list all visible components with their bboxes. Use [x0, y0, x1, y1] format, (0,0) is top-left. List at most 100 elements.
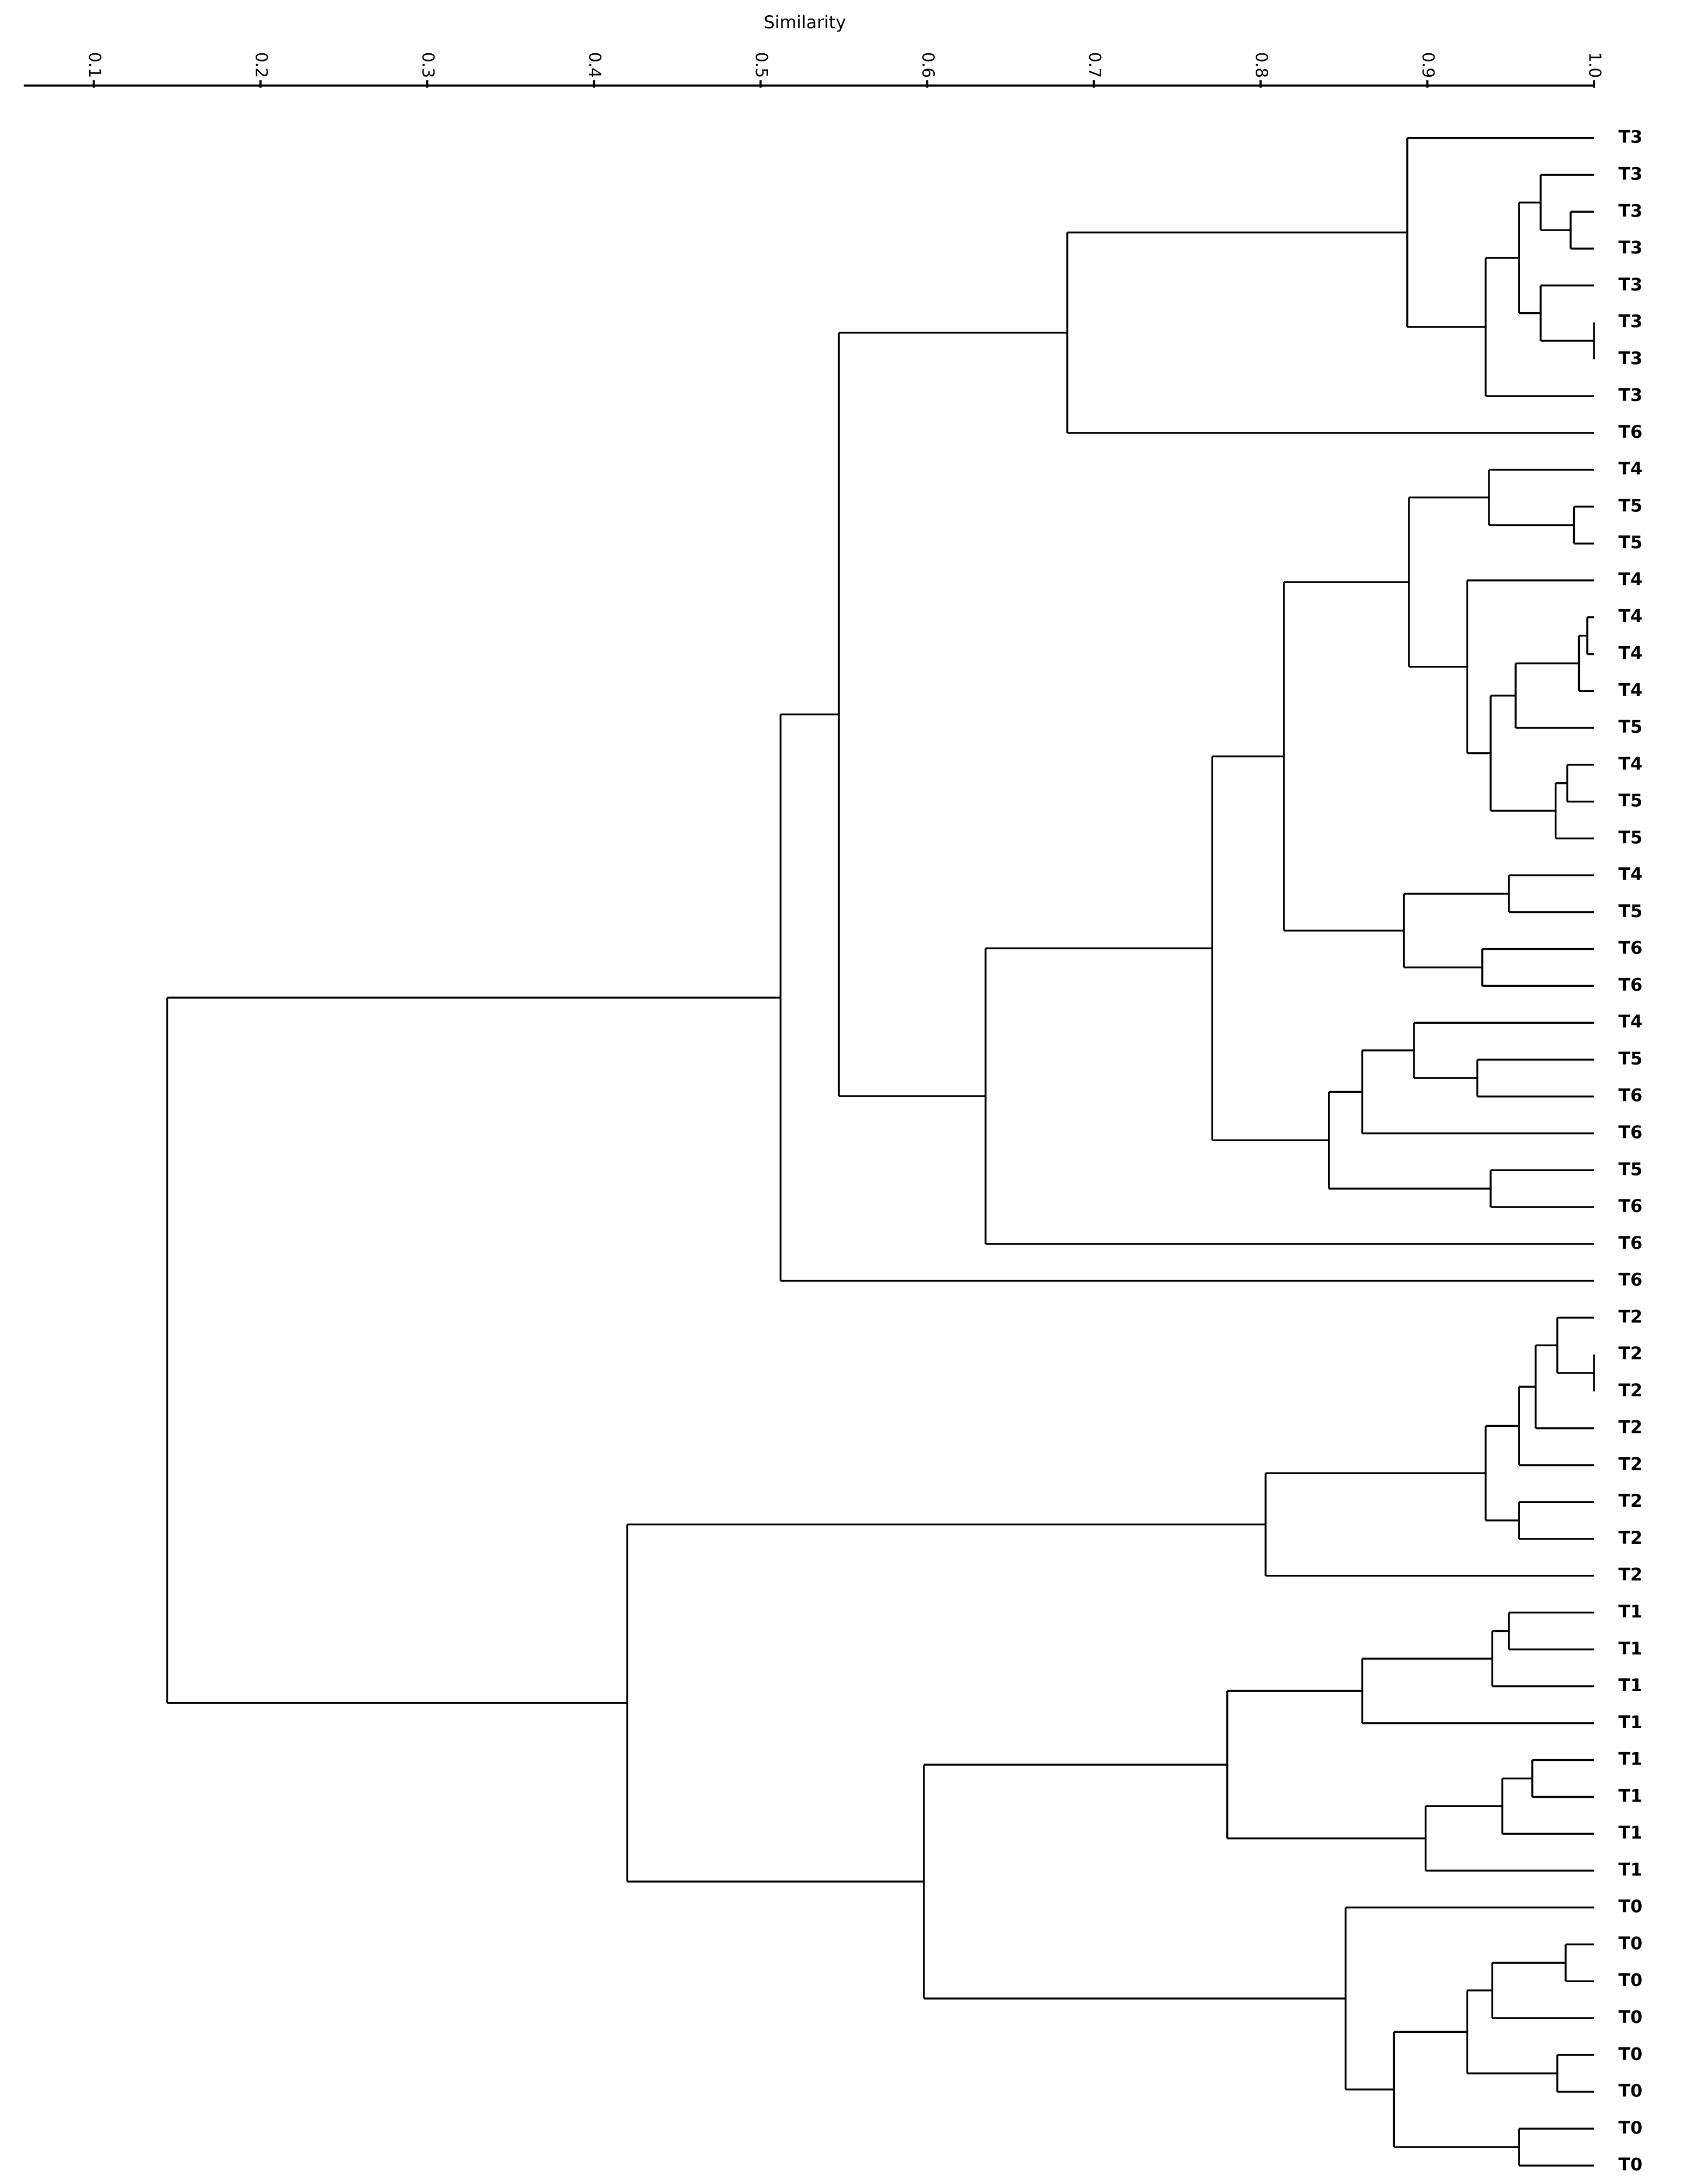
x-tick-label: 0.3: [418, 52, 437, 78]
leaf-label: T0: [1618, 1896, 1642, 1917]
dendrogram-link: [1393, 2031, 1519, 2148]
dendrogram-link: [1518, 1385, 1594, 1467]
leaf-label: T1: [1618, 1712, 1642, 1733]
x-tick-label: 0.6: [918, 52, 938, 78]
dendrogram-link: [1501, 1777, 1594, 1835]
dendrogram-link: [1424, 1805, 1594, 1872]
leaf-label: T0: [1618, 2044, 1642, 2064]
leaf-label: T2: [1618, 1417, 1642, 1438]
leaf-label: T3: [1618, 311, 1642, 332]
dendrogram-link: [1554, 782, 1594, 840]
dendrogram-link: [1485, 1425, 1519, 1521]
leaf-label: T3: [1618, 274, 1642, 295]
leaf-label: T2: [1618, 1564, 1642, 1585]
dendrogram-link: [1556, 1316, 1594, 1374]
dendrogram-link: [1586, 616, 1594, 655]
leaf-label: T3: [1618, 385, 1642, 405]
x-tick-label: 0.2: [252, 52, 271, 78]
dendrogram-link: [1518, 2127, 1594, 2167]
dendrogram-link: [1226, 1690, 1426, 1840]
x-tick-label: 0.9: [1418, 52, 1437, 78]
leaf-label: T1: [1618, 1859, 1642, 1880]
dendrogram-link: [1569, 211, 1594, 250]
leaf-label: T6: [1618, 1233, 1642, 1253]
x-tick-label: 0.8: [1252, 52, 1271, 78]
dendrogram-link: [1211, 755, 1329, 1141]
x-tick-label: 0.1: [85, 52, 104, 78]
dendrogram-link: [626, 1523, 1266, 1883]
dendrogram-link: [1518, 1501, 1594, 1540]
leaf-label: T4: [1618, 753, 1642, 774]
leaf-label: T6: [1618, 974, 1642, 995]
leaf-label: T2: [1618, 1343, 1642, 1364]
dendrogram-link: [1491, 1630, 1594, 1687]
leaf-label: T5: [1618, 495, 1642, 516]
leaf-label: T2: [1618, 1306, 1642, 1327]
x-tick-label: 0.5: [752, 52, 771, 78]
leaf-label: T2: [1618, 1527, 1642, 1548]
leaf-label: T6: [1618, 1196, 1642, 1216]
leaf-label: T3: [1618, 200, 1642, 221]
leaf-label: T5: [1618, 790, 1642, 811]
x-tick-label: 0.4: [585, 52, 604, 78]
dendrogram-link: [1485, 257, 1594, 397]
leaf-label: T5: [1618, 532, 1642, 553]
leaf-label: T5: [1618, 1048, 1642, 1069]
dendrogram-link: [1402, 893, 1509, 969]
dendrogram-link: [1540, 174, 1594, 231]
leaf-label: T0: [1618, 2117, 1642, 2138]
leaf-label: T4: [1618, 864, 1642, 884]
leaf-label: T2: [1618, 1490, 1642, 1511]
dendrogram-link: [1515, 662, 1594, 729]
x-tick-label: 1.0: [1585, 52, 1604, 78]
dendrogram-link: [1531, 1759, 1594, 1798]
leaf-label: T1: [1618, 1601, 1642, 1622]
leaf-label: T6: [1618, 938, 1642, 958]
leaf-label: T6: [1618, 422, 1642, 442]
dendrogram-link: [166, 997, 781, 1704]
leaf-label: T0: [1618, 1970, 1642, 1990]
leaf-label: T1: [1618, 1675, 1642, 1696]
dendrogram-link: [923, 1764, 1346, 2000]
leaf-label: T5: [1618, 827, 1642, 847]
dendrogram-link: [1328, 1091, 1491, 1190]
leaf-label: T3: [1618, 348, 1642, 368]
leaf-label: T5: [1618, 716, 1642, 737]
dendrogram-link: [1556, 2054, 1594, 2093]
dendrogram-link: [1491, 1962, 1594, 2019]
leaf-label: T6: [1618, 1122, 1642, 1143]
dendrogram-link: [1489, 1169, 1594, 1208]
dendrogram-link: [1573, 505, 1594, 545]
leaf-label: T3: [1618, 127, 1642, 147]
dendrogram-link: [1535, 1344, 1594, 1430]
leaf-label: T1: [1618, 1785, 1642, 1806]
leaf-label: T0: [1618, 2007, 1642, 2027]
leaf-label: T0: [1618, 2081, 1642, 2101]
leaf-label: T4: [1618, 606, 1642, 627]
dendrogram-link: [1508, 1611, 1594, 1651]
dendrogram-link: [837, 331, 1067, 1097]
leaf-label: T0: [1618, 1933, 1642, 1953]
leaf-label: T1: [1618, 1749, 1642, 1770]
leaf-label: T6: [1618, 1270, 1642, 1290]
dendrogram-link: [1476, 1059, 1594, 1098]
dendrogram-link: [1406, 137, 1594, 328]
dendrogram-link: [1413, 1022, 1594, 1079]
dendrogram-link: [1540, 284, 1594, 342]
dendrogram-link: [1066, 231, 1594, 434]
leaf-label: T3: [1618, 237, 1642, 258]
leaf-label: T6: [1618, 1085, 1642, 1106]
leaf-label: T3: [1618, 164, 1642, 184]
dendrogram-link: [1565, 1943, 1594, 1982]
dendrogram-link: [1466, 1989, 1557, 2075]
dendrogram-link: [1361, 1657, 1594, 1724]
x-tick-label: 0.7: [1085, 52, 1104, 78]
dendrogram-link: [1508, 874, 1594, 913]
leaf-label: T4: [1618, 1011, 1642, 1032]
leaf-label: T2: [1618, 1380, 1642, 1401]
leaf-label: T1: [1618, 1822, 1642, 1843]
leaf-label: T1: [1618, 1638, 1642, 1659]
dendrogram-link: [1489, 695, 1556, 812]
